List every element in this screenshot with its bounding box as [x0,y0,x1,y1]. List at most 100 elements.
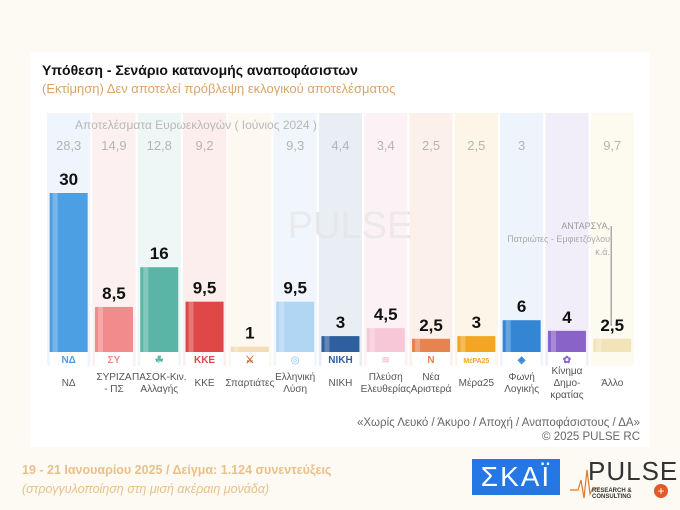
pulse-logo-sub: RESEARCH & CONSULTING [592,488,632,500]
euro-2024-value: 12,8 [147,138,172,153]
bar-highlight [369,328,375,352]
category-label: ΝΙΚΗ [328,378,352,389]
value-label: 2,5 [419,316,443,335]
bar-highlight [97,306,103,352]
category-label: ΣΥΡΙΖΑ [96,372,131,383]
party-logo-bg [457,352,496,366]
bar-highlight [279,301,285,352]
party-logo-bg [94,352,133,366]
category-label: Νέα [422,371,440,383]
category-label: Λογικής [504,383,539,395]
bar-highlight [324,336,330,352]
callout-line: Πατριώτες - Εμφιετζόγλου [507,234,610,244]
bar [457,336,496,352]
party-logo-icon: ≋ [382,355,390,366]
party-logo-bg [49,352,88,366]
bar-highlight [415,338,421,352]
category-label: Αλλαγής [140,383,178,395]
value-label: 3 [336,313,345,332]
survey-dates-sample: 19 - 21 Ιανουαρίου 2025 / Δείγμα: 1.124 … [22,463,332,477]
bar [230,346,269,352]
category-label: Ελευθερίας [361,383,411,395]
party-logo-icon: ◎ [291,355,300,366]
bar [366,328,405,352]
bar-highlight [550,330,556,352]
party-logo-bg [140,352,179,366]
chart-title: Υπόθεση - Σενάριο κατανομής αναποφάσιστω… [42,62,358,78]
copyright: © 2025 PULSE RC [542,431,640,443]
zoom-in-icon[interactable]: + [654,484,668,498]
chart-subtitle: (Εκτίμηση) Δεν αποτελεί πρόβλεψη εκλογικ… [42,81,396,96]
value-label: 30 [59,170,78,189]
euro-2024-value: 9,3 [286,138,304,153]
column-background [590,113,634,366]
bar [49,193,88,352]
euro-2024-value: 3 [518,138,525,153]
bar [94,306,133,352]
euro-2024-value: 28,3 [56,138,81,153]
bar-highlight [233,346,239,352]
party-logo-bg [276,352,315,366]
bar [502,320,541,352]
column-background [318,113,363,366]
value-label: 9,5 [283,279,307,298]
bar-highlight [460,336,466,352]
category-label: ΝΔ [62,378,76,389]
euro-2024-value: 3,4 [377,138,395,153]
party-logo-bg [547,352,586,366]
value-label: 16 [150,244,169,263]
party-logo-icon: ΝΙΚΗ [328,355,352,366]
category-label: ΠΑΣΟΚ-Κιν. [132,372,187,383]
category-label: Κίνημα [551,365,582,377]
category-label: κρατίας [550,389,583,401]
party-logo-bg [230,352,269,366]
value-label: 9,5 [193,279,217,298]
value-label: 4,5 [374,305,398,324]
bar [140,267,179,352]
category-label: ΚΚΕ [195,378,215,389]
party-logo-icon: ΚΚΕ [194,355,215,366]
party-logo-icon: ◈ [517,355,526,366]
category-label: Πλεύση [369,371,403,383]
party-logo-icon: Ν [427,355,434,366]
party-logo-icon: ΝΔ [61,355,75,366]
party-logo-bg [321,352,360,366]
bar-highlight [52,193,58,352]
euro-2024-value: 9,7 [603,138,621,153]
category-label: Φωνή [508,371,534,383]
value-label: 2,5 [600,316,624,335]
bar [321,336,360,352]
column-background [545,113,589,366]
category-label: Αριστερά [411,383,452,395]
bar [412,338,451,352]
category-label: Δημο- [553,378,580,389]
party-logo-bg [185,352,224,366]
euro-2024-value: 2,5 [422,138,440,153]
party-logo-bg [502,352,541,366]
party-logo-icon: ΣΥ [108,355,121,366]
value-label: 4 [562,308,572,327]
value-label: 1 [245,324,254,343]
euro-2024-value: 9,2 [196,138,214,153]
party-logo-bg [366,352,405,366]
category-label: - ΠΣ [104,384,124,395]
skai-logo: ΣΚΑΪ [472,459,560,495]
pulse-logo-text: PULSE [588,456,679,486]
column-background [409,113,453,366]
euro-2024-value: 4,4 [331,138,349,153]
category-label: Λύση [283,383,307,395]
bar-highlight [143,267,149,352]
column-background [228,113,272,366]
column-background [454,113,498,366]
rounding-note: (στρογγυλοποίηση στη μισή ακέραιη μονάδα… [22,482,270,496]
value-label: 3 [472,313,481,332]
callout-line: ΑΝΤΑΡΣΥΑ, [561,221,610,231]
value-label: 8,5 [102,284,126,303]
bar [593,338,632,352]
callout-line: κ.ά. [595,247,610,257]
category-label: Άλλο [601,378,624,389]
party-logo-icon: ⚔ [245,354,254,366]
euro-results-header: Αποτελέσματα Ευρωεκλογών ( Ιούνιος 2024 … [75,118,317,132]
bar [276,301,315,352]
